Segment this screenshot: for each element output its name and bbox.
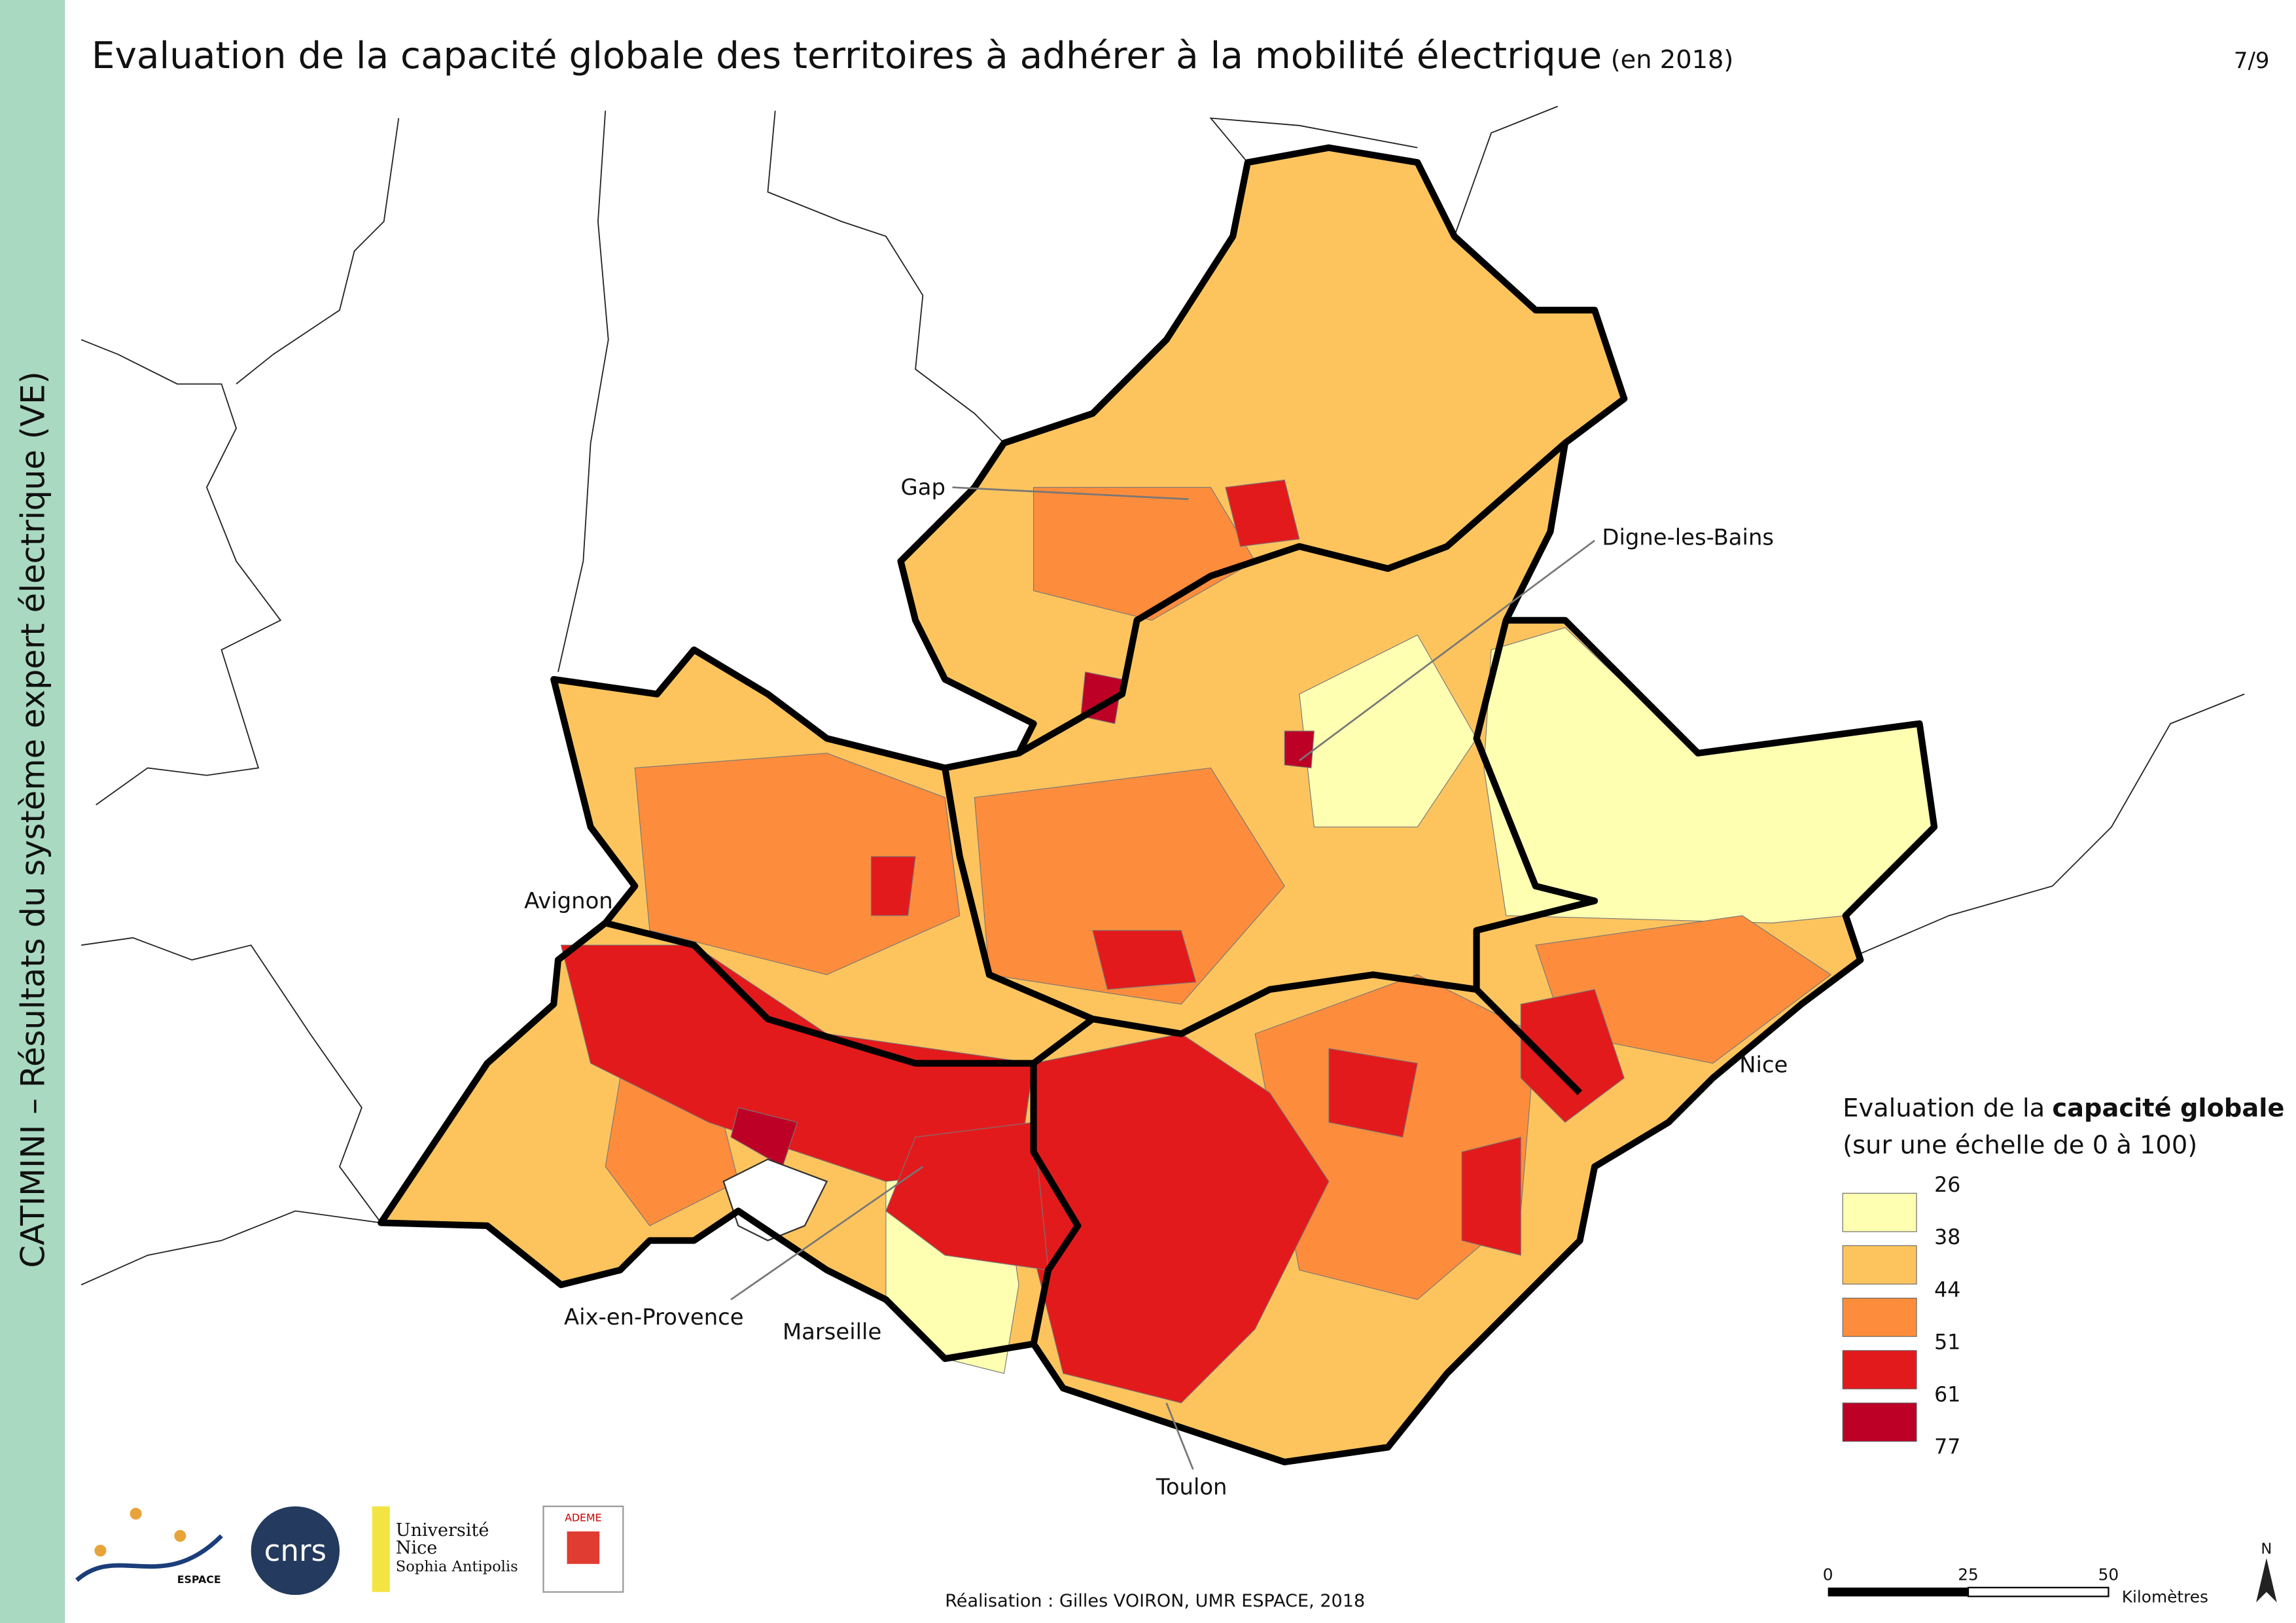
leader-line bbox=[730, 1166, 924, 1300]
legend-break: 61 bbox=[1934, 1383, 1960, 1407]
logo-cnrs-circle bbox=[251, 1506, 340, 1596]
scale-segment bbox=[1828, 1587, 1969, 1597]
legend-break: 51 bbox=[1934, 1330, 1960, 1354]
logo-uns-bar bbox=[372, 1506, 390, 1592]
city-label: Gap bbox=[901, 474, 945, 500]
legend-swatch bbox=[1842, 1297, 1917, 1337]
scale-tick-label: 25 bbox=[1958, 1565, 1979, 1584]
communes bbox=[380, 147, 1935, 1463]
city-label: Digne-les-Bains bbox=[1602, 525, 1774, 550]
page-number: 7/9 bbox=[2234, 48, 2269, 73]
legend-break: 44 bbox=[1934, 1278, 1960, 1302]
scale-tick-label: 50 bbox=[2098, 1565, 2119, 1584]
north-label: N bbox=[2261, 1541, 2272, 1558]
north-arrow bbox=[2256, 1558, 2277, 1603]
logo-espace-mark bbox=[75, 1534, 223, 1582]
sidebar-text: CATIMINI – Résultats du système expert é… bbox=[14, 371, 52, 1268]
title-main: Evaluation de la capacité globale des te… bbox=[92, 35, 1602, 77]
credit: Réalisation : Gilles VOIRON, UMR ESPACE,… bbox=[945, 1591, 1365, 1611]
logos: ESPACE cnrs Université Nice Sophia Antip… bbox=[75, 1505, 624, 1596]
legend-break: 77 bbox=[1934, 1436, 1960, 1459]
legend-swatch bbox=[1842, 1350, 1917, 1389]
logo-dot bbox=[174, 1529, 186, 1542]
city-label: Toulon bbox=[1156, 1474, 1227, 1500]
logo-espace: ESPACE bbox=[177, 1573, 221, 1586]
department-boundaries bbox=[378, 144, 1938, 1466]
logo-uns: Nice bbox=[396, 1538, 438, 1558]
logo-ademe: ADEME bbox=[565, 1511, 602, 1524]
logo-uns: Sophia Antipolis bbox=[396, 1558, 518, 1575]
legend-break: 38 bbox=[1934, 1226, 1960, 1249]
legend: Evaluation de la capacité globale (sur un… bbox=[1842, 1094, 2284, 1459]
city-label: Marseille bbox=[783, 1319, 881, 1345]
legend-swatch bbox=[1842, 1245, 1917, 1285]
legend-title-bold: capacité globale bbox=[2052, 1094, 2284, 1123]
logo-dot bbox=[130, 1507, 142, 1520]
neighbour-borders bbox=[80, 105, 2245, 1286]
scale-bar: Kilomètres 0 25 50 bbox=[1823, 1565, 2208, 1607]
scale-segment bbox=[1967, 1586, 2110, 1597]
title: Evaluation de la capacité globale des te… bbox=[92, 35, 1733, 77]
city-label: Aix-en-Provence bbox=[564, 1304, 744, 1330]
city-labels: Gap Digne-les-Bains Avignon Nice Aix-en-… bbox=[524, 474, 1788, 1500]
leader-line bbox=[952, 486, 1189, 501]
legend-title-prefix: Evaluation de la bbox=[1843, 1094, 2045, 1123]
title-sub: (en 2018) bbox=[1611, 45, 1734, 75]
sidebar bbox=[0, 0, 65, 1623]
logo-uns: Université bbox=[396, 1520, 489, 1541]
legend-break: 26 bbox=[1934, 1173, 1960, 1197]
leader-line bbox=[1165, 1402, 1194, 1470]
city-label: Avignon bbox=[524, 888, 613, 914]
legend-swatch bbox=[1842, 1402, 1917, 1442]
legend-swatch bbox=[1842, 1192, 1917, 1232]
scale-unit: Kilomètres bbox=[2122, 1587, 2208, 1606]
scale-tick-label: 0 bbox=[1823, 1565, 1833, 1584]
city-label: Nice bbox=[1739, 1052, 1788, 1077]
leader-line bbox=[1298, 539, 1595, 762]
logo-ademe-mark bbox=[567, 1531, 600, 1564]
legend-title: Evaluation de la capacité globale bbox=[1843, 1094, 2284, 1123]
legend-subtitle: (sur une échelle de 0 à 100) bbox=[1843, 1130, 2197, 1160]
logo-dot bbox=[94, 1544, 107, 1557]
logo-cnrs: cnrs bbox=[264, 1533, 327, 1568]
